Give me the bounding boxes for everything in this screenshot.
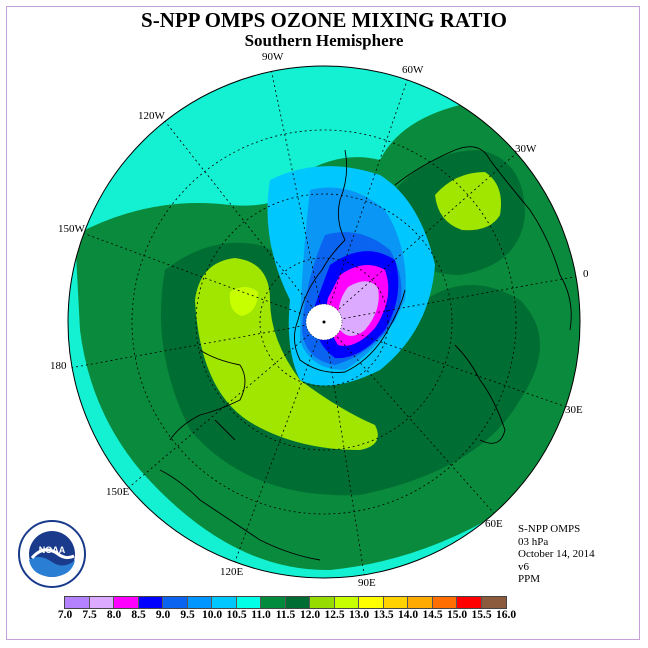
noaa-logo: NOAA	[18, 520, 86, 588]
colorbar-tick-label: 10.0	[201, 609, 223, 621]
map-subtitle: Southern Hemisphere	[244, 31, 404, 50]
lon-label-90w: 90W	[262, 51, 284, 63]
colorbar-tick-label: 16.0	[495, 609, 517, 621]
lon-label-180: 180	[50, 360, 67, 372]
colorbar-swatch	[138, 597, 163, 608]
colorbar-tick-label: 15.0	[446, 609, 468, 621]
lon-label-30w: 30W	[515, 143, 537, 155]
colorbar-swatch	[212, 597, 237, 608]
colorbar-tick-label: 12.5	[324, 609, 345, 621]
colorbar-tick-label: 15.5	[471, 609, 492, 621]
lon-label-60e: 60E	[485, 518, 503, 530]
colorbar-swatch	[285, 597, 310, 608]
colorbar-swatch	[457, 597, 482, 608]
map-disk-border	[67, 65, 581, 579]
field-yellow-green-peak	[229, 287, 258, 316]
colorbar-tick-label: 7.0	[57, 609, 73, 621]
colorbar-swatch	[359, 597, 384, 608]
info-version: v6	[518, 560, 529, 573]
colorbar-swatch	[432, 597, 457, 608]
lon-label-150e: 150E	[106, 486, 130, 498]
lon-label-60w: 60W	[402, 64, 424, 76]
info-level: 03 hPa	[518, 535, 549, 548]
colorbar-tick-label: 13.5	[373, 609, 394, 621]
colorbar-swatch	[261, 597, 286, 608]
colorbar-tick-label: 9.5	[180, 609, 195, 621]
colorbar-tick-label: 7.5	[82, 609, 97, 621]
colorbar-swatch	[187, 597, 212, 608]
colorbar-swatch	[383, 597, 408, 608]
noaa-logo-text: NOAA	[39, 545, 66, 555]
info-date: October 14, 2014	[518, 548, 595, 560]
colorbar-tick-label: 14.0	[397, 609, 419, 621]
colorbar-swatch	[114, 597, 139, 608]
colorbar-swatch	[334, 597, 359, 608]
lon-label-90e: 90E	[358, 577, 376, 589]
map-title: S-NPP OMPS OZONE MIXING RATIO	[141, 8, 507, 32]
colorbar-swatch	[236, 597, 261, 608]
colorbar-swatch	[89, 597, 114, 608]
south-pole-dot	[322, 320, 326, 324]
colorbar-swatch	[65, 597, 90, 608]
info-instrument: S-NPP OMPS	[518, 523, 581, 535]
info-units: PPM	[518, 573, 541, 585]
colorbar-tick-label: 10.5	[226, 609, 247, 621]
coastlines	[159, 146, 572, 561]
colorbar-tick-label: 8.5	[131, 609, 146, 621]
lon-label-150w: 150W	[58, 223, 85, 235]
lon-label-120w: 120W	[138, 110, 165, 122]
colorbar-ticks: 7.0 7.5 8.0 8.5 9.0 9.5 10.0 10.5 11.0 11.5 12.0 12…	[0, 609, 648, 623]
field-lavender	[338, 281, 379, 336]
colorbar-tick-label: 14.5	[422, 609, 443, 621]
colorbar-tick-label: 11.5	[275, 609, 296, 621]
colorbar-swatch	[163, 597, 188, 608]
colorbar-tick-label: 13.0	[348, 609, 370, 621]
lon-label-120e: 120E	[220, 566, 244, 578]
lon-label-0: 0	[583, 268, 589, 280]
colorbar-swatch	[408, 597, 433, 608]
colorbar-tick-label: 11.0	[251, 609, 271, 621]
colorbar-swatch	[481, 597, 506, 608]
plot-frame	[6, 6, 640, 640]
colorbar	[64, 596, 507, 609]
lon-label-30e: 30E	[565, 404, 583, 416]
colorbar-swatch	[310, 597, 335, 608]
colorbar-tick-label: 9.0	[155, 609, 171, 621]
colorbar-tick-label: 8.0	[106, 609, 122, 621]
field-yellow-green-ne	[435, 172, 501, 231]
info-block: S-NPP OMPS 03 hPa October 14, 2014 v6 PP…	[518, 523, 595, 586]
colorbar-tick-label: 12.0	[299, 609, 321, 621]
graticule	[69, 66, 580, 578]
